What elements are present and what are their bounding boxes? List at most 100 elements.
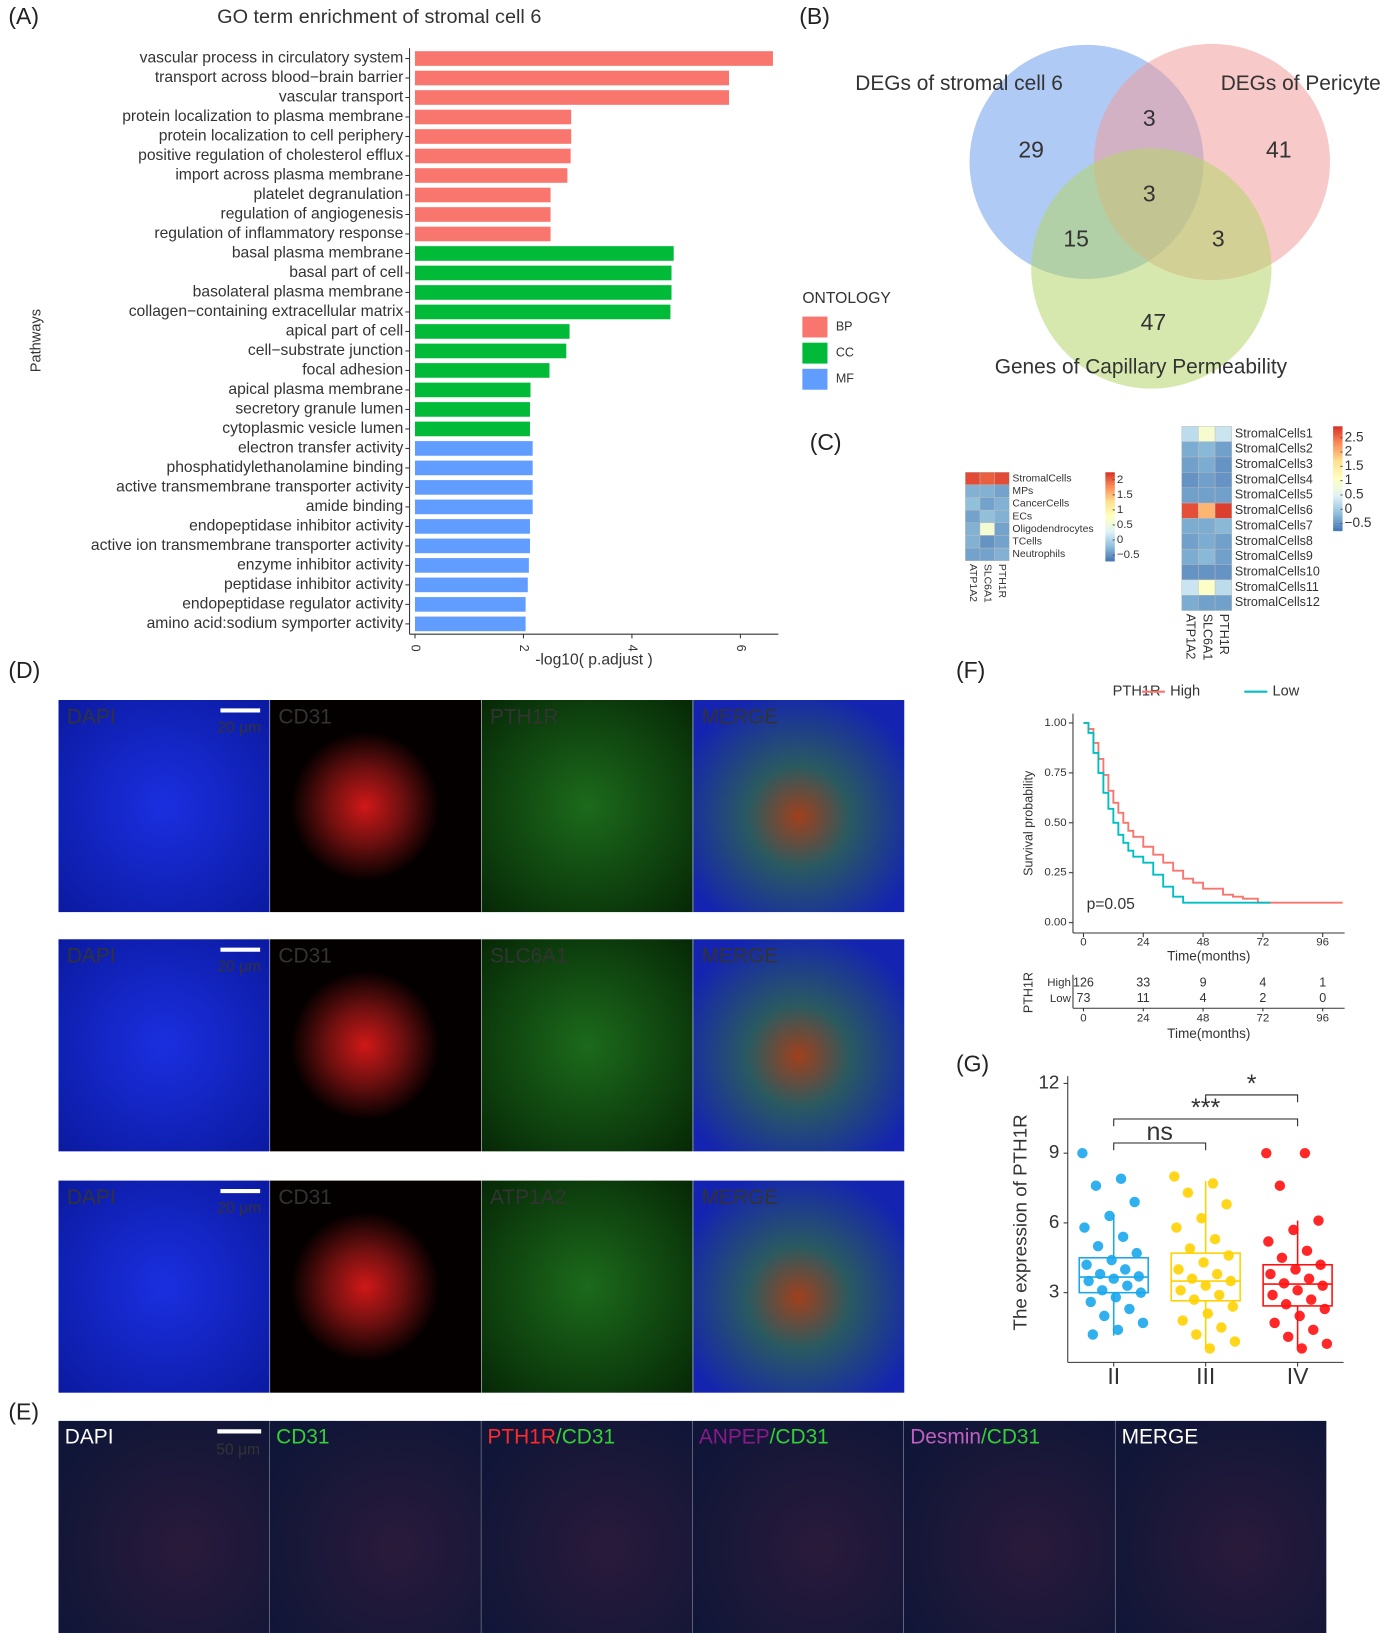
venn-count: 41 <box>1266 137 1292 163</box>
colorbar-label: 1 <box>1117 504 1123 516</box>
micrograph <box>693 700 905 913</box>
y-tick-label: 12 <box>1038 1071 1059 1092</box>
colorbar-label: −0.5 <box>1345 515 1372 530</box>
panel-label: (B) <box>799 3 830 29</box>
colorbar-step <box>1105 490 1115 493</box>
colorbar-step <box>1333 494 1343 498</box>
colorbar-step <box>1333 512 1343 516</box>
colorbar-step <box>1105 485 1115 489</box>
bar <box>414 51 773 66</box>
point <box>1182 1187 1194 1198</box>
point <box>1299 1147 1311 1159</box>
x-tick-label: 72 <box>1256 936 1269 948</box>
risk-count: 9 <box>1200 975 1207 989</box>
row-label: StromalCells8 <box>1235 534 1313 548</box>
colorbar-step <box>1105 547 1115 551</box>
risk-count: 126 <box>1073 975 1094 989</box>
y-tick-label: 0.00 <box>1044 917 1066 929</box>
y-tick-label: apical part of cell <box>286 323 403 340</box>
channel-label: DAPI <box>67 705 116 728</box>
bar <box>414 519 530 534</box>
risk-count: 4 <box>1259 975 1266 989</box>
y-tick-label: 9 <box>1049 1141 1059 1162</box>
point <box>1229 1336 1241 1347</box>
row-label: TCells <box>1012 537 1042 548</box>
colorbar-label: 1.5 <box>1117 489 1133 501</box>
colorbar-step <box>1333 455 1343 459</box>
venn-count: 3 <box>1143 180 1156 206</box>
point <box>1120 1264 1131 1275</box>
bar <box>414 343 567 359</box>
y-tick-label: basolateral plasma membrane <box>193 284 404 301</box>
heat-cell <box>1181 502 1199 519</box>
risk-group: Low <box>1050 993 1072 1005</box>
channel-label: DAPI <box>65 1425 114 1448</box>
colorbar-step <box>1105 512 1115 515</box>
row-label: MPs <box>1012 486 1033 497</box>
heat-cell <box>994 535 1010 549</box>
p-value: p=0.05 <box>1087 896 1136 913</box>
colorbar-step <box>1333 509 1343 513</box>
point <box>1225 1275 1236 1287</box>
colorbar-step <box>1333 486 1343 490</box>
point <box>1227 1301 1239 1312</box>
y-tick-label: 3 <box>1049 1281 1059 1302</box>
colorbar-step <box>1333 522 1343 526</box>
venn-count: 29 <box>1018 137 1044 163</box>
colorbar-step <box>1333 528 1343 532</box>
colorbar-step <box>1333 460 1343 464</box>
bar <box>414 460 533 476</box>
survival-curve <box>1083 722 1343 904</box>
micrograph <box>481 1180 693 1393</box>
row-label: Oligodendrocytes <box>1012 524 1093 535</box>
channel-label: Desmin/CD31 <box>910 1425 1040 1448</box>
y-tick-label: phosphatidylethanolamine binding <box>167 459 404 476</box>
colorbar-step <box>1105 472 1115 475</box>
y-tick-label: electron transfer activity <box>238 440 403 457</box>
venn-count: 3 <box>1212 225 1225 251</box>
column-label: ATP1A2 <box>1184 614 1198 660</box>
micrograph <box>693 1180 905 1393</box>
bar <box>414 363 550 378</box>
significance-bracket <box>1113 1118 1299 1127</box>
significance-label: * <box>1247 1070 1257 1098</box>
bar <box>414 207 551 222</box>
point <box>1112 1324 1124 1336</box>
y-tick-label: positive regulation of cholesterol efflu… <box>138 147 403 164</box>
y-tick-label: 0.75 <box>1044 767 1066 779</box>
point <box>1094 1268 1106 1280</box>
y-tick-label: protein localization to plasma membrane <box>122 108 403 125</box>
micrograph <box>270 700 482 913</box>
risk-x-tick-label: 24 <box>1137 1013 1150 1025</box>
row-label: StromalCells3 <box>1235 457 1313 471</box>
bar <box>414 285 672 300</box>
channel-label: ATP1A2 <box>490 1186 566 1209</box>
colorbar-step <box>1105 536 1115 540</box>
heat-cell <box>1181 579 1199 596</box>
colorbar-step <box>1105 558 1115 562</box>
channel-label-part: PTH1R <box>487 1425 555 1448</box>
bar <box>414 246 674 261</box>
x-tick-label: 96 <box>1316 936 1329 948</box>
risk-x-tick-label: 0 <box>1080 1013 1086 1025</box>
row-label: StromalCells1 <box>1235 426 1313 440</box>
point <box>1276 1252 1288 1264</box>
risk-count: 0 <box>1319 991 1326 1005</box>
x-tick-label: 24 <box>1137 936 1150 948</box>
colorbar-step <box>1333 465 1343 469</box>
point <box>1092 1240 1104 1252</box>
y-tick-label: platelet degranulation <box>254 186 404 203</box>
point <box>1294 1310 1305 1322</box>
legend-swatch <box>802 316 828 338</box>
row-label: ECs <box>1012 511 1032 522</box>
row-label: StromalCells2 <box>1235 442 1313 456</box>
bar <box>414 441 533 456</box>
colorbar-step <box>1105 509 1115 513</box>
colorbar-step <box>1333 457 1343 461</box>
colorbar-label: 1.5 <box>1345 458 1364 473</box>
micrograph <box>481 939 693 1152</box>
point <box>1204 1343 1216 1354</box>
colorbar-step <box>1333 436 1343 440</box>
y-tick-label: focal adhesion <box>302 362 403 379</box>
